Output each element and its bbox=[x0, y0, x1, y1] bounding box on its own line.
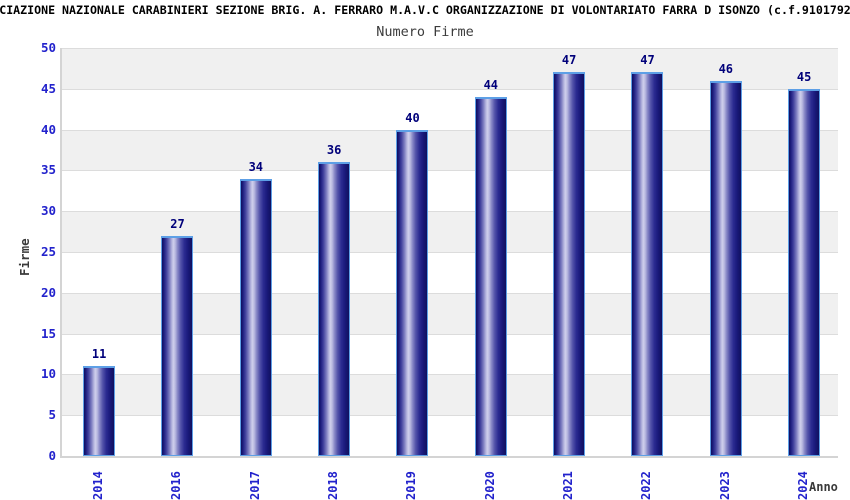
bar-2016 bbox=[161, 235, 194, 456]
bar-value-label: 47 bbox=[640, 53, 655, 68]
gridline bbox=[62, 292, 838, 294]
gridline bbox=[62, 333, 838, 335]
plot-band bbox=[62, 129, 838, 171]
bar-2021 bbox=[553, 72, 586, 456]
x-tick-label: 2017 bbox=[247, 471, 262, 500]
y-tick-label: 40 bbox=[40, 121, 56, 137]
y-tick-label: 35 bbox=[40, 162, 56, 178]
y-tick-label: 15 bbox=[40, 325, 56, 341]
chart-subtitle: Numero Firme bbox=[376, 24, 474, 40]
bar-2017 bbox=[239, 178, 272, 456]
y-tick-label: 5 bbox=[48, 407, 56, 423]
bar-value-label: 34 bbox=[248, 159, 264, 174]
bar-2014 bbox=[83, 366, 116, 456]
gridline bbox=[62, 374, 838, 376]
gridline bbox=[62, 415, 838, 417]
y-tick-label: 45 bbox=[40, 80, 56, 96]
x-axis-line bbox=[60, 456, 838, 458]
y-axis-line bbox=[60, 48, 62, 458]
plot-band bbox=[62, 170, 838, 212]
x-tick-label: 2016 bbox=[169, 471, 184, 500]
gridline bbox=[62, 211, 838, 213]
bar-2024 bbox=[788, 88, 821, 456]
y-tick-label: 25 bbox=[40, 244, 56, 259]
gridline bbox=[62, 88, 838, 90]
x-axis-title: Anno bbox=[809, 480, 838, 494]
x-tick-label: 2023 bbox=[717, 471, 732, 500]
bar-value-label: 40 bbox=[405, 110, 420, 125]
gridline bbox=[62, 48, 838, 49]
x-tick-label: 2021 bbox=[561, 471, 576, 500]
x-tick-label: 2022 bbox=[639, 471, 654, 500]
y-tick-label: 20 bbox=[40, 284, 56, 300]
bar-2019 bbox=[396, 129, 429, 456]
bar-2023 bbox=[709, 80, 742, 456]
x-tick-label: 2020 bbox=[482, 471, 497, 500]
x-tick-label: 2018 bbox=[326, 471, 341, 500]
plot-band bbox=[62, 48, 838, 89]
bar-value-label: 47 bbox=[561, 53, 577, 68]
bar-value-label: 44 bbox=[483, 77, 499, 92]
y-tick-label: 0 bbox=[48, 448, 56, 463]
bar-value-label: 11 bbox=[91, 347, 107, 362]
gridline bbox=[62, 129, 838, 131]
gridline bbox=[62, 252, 838, 253]
bar-2022 bbox=[631, 72, 664, 456]
bar-2018 bbox=[318, 162, 351, 456]
bar-value-label: 27 bbox=[170, 216, 185, 231]
plot-band bbox=[62, 88, 838, 130]
bar-value-label: 46 bbox=[718, 61, 734, 76]
y-axis-title: Firme bbox=[17, 238, 32, 276]
y-tick-label: 10 bbox=[40, 366, 56, 382]
y-tick-label: 30 bbox=[40, 203, 56, 219]
bar-value-label: 45 bbox=[796, 69, 812, 84]
x-tick-label: 2014 bbox=[91, 471, 106, 500]
chart-title: CIAZIONE NAZIONALE CARABINIERI SEZIONE B… bbox=[0, 3, 850, 17]
bar-value-label: 36 bbox=[326, 143, 342, 158]
x-tick-label: 2019 bbox=[404, 471, 419, 500]
gridline bbox=[62, 170, 838, 172]
y-tick-label: 50 bbox=[40, 40, 56, 55]
bar-2020 bbox=[474, 96, 507, 456]
